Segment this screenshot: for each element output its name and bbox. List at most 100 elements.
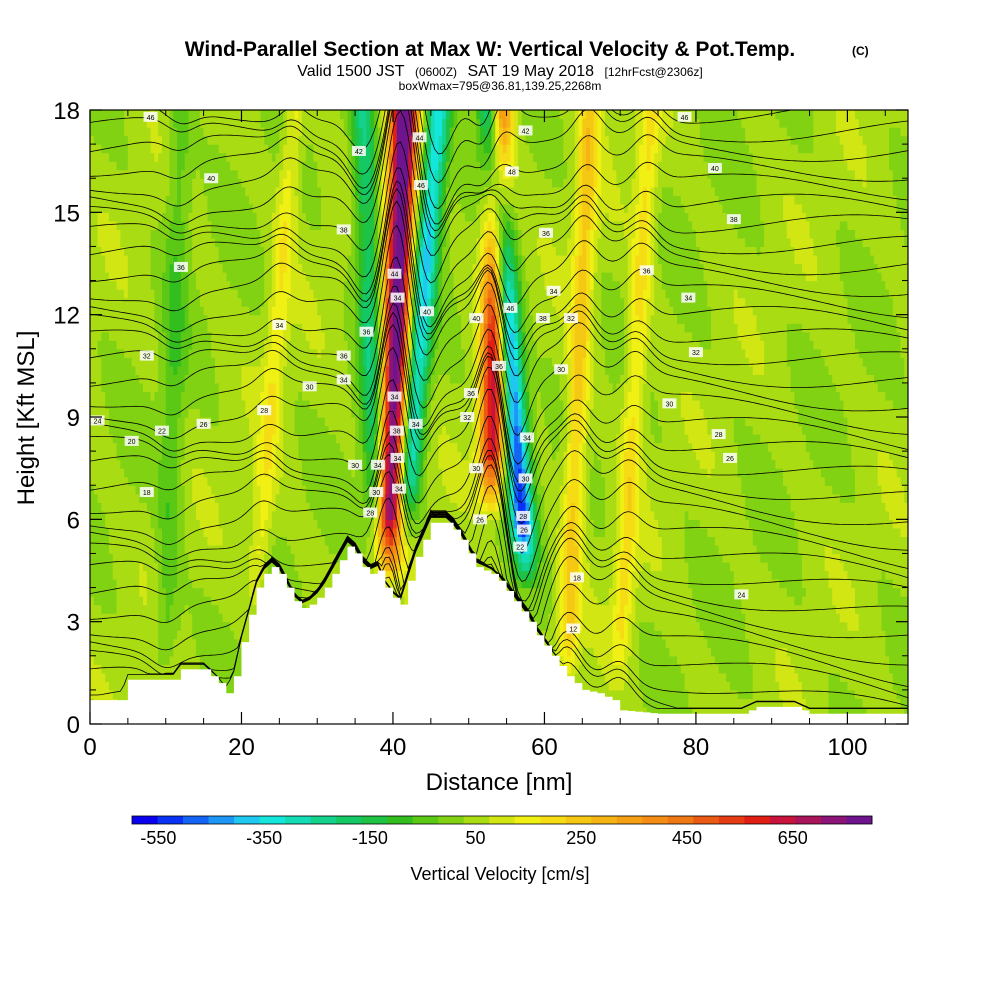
field-cell [722,630,727,640]
field-cell [798,570,803,580]
field-cell [684,570,689,580]
field-cell [112,621,118,631]
field-cell [146,664,152,674]
field-cell [790,536,795,546]
field-cell [764,604,769,614]
field-cell [271,536,277,546]
field-cell [116,638,121,648]
field-cell [112,672,118,682]
field-cell [741,638,746,648]
field-cell [589,587,595,597]
field-cell [809,536,814,546]
field-cell [302,561,307,572]
field-cell [680,647,686,657]
field-cell [756,553,761,563]
field-cell [654,638,659,648]
field-cell [775,579,780,589]
field-cell [328,536,333,546]
field-cell [230,570,235,580]
field-cell [574,561,580,572]
field-cell [389,544,394,555]
field-cell [184,527,190,537]
field-cell [881,613,886,623]
field-cell [892,570,898,580]
field-cell [536,630,542,640]
field-cell [343,527,349,537]
field-cell [658,681,663,691]
field-cell [733,655,739,665]
field-cell [578,647,583,657]
field-cell [499,553,504,563]
field-cell [904,570,908,580]
field-cell [756,664,761,674]
field-cell [112,544,118,555]
field-cell [877,630,883,640]
field-cell [718,536,724,546]
field-cell [873,621,879,631]
field-cell [650,544,655,555]
field-cell [605,579,610,589]
field-cell [249,536,254,546]
field-cell [203,579,208,589]
field-cell [885,706,890,717]
field-cell [748,689,754,700]
field-cell [593,561,599,572]
field-cell [839,587,845,597]
field-cell [260,561,265,572]
field-cell [635,698,640,708]
field-cell [192,647,197,657]
field-cell [730,664,735,674]
field-cell [817,681,822,691]
field-cell [760,621,765,631]
field-cell [567,604,572,614]
field-cell [642,638,648,648]
field-cell [832,613,837,623]
field-cell [718,698,724,708]
field-cell [93,621,99,631]
field-cell [764,681,769,691]
field-cell [752,655,758,665]
field-cell [771,596,777,606]
field-cell [567,664,572,674]
field-cell [665,587,671,597]
field-cell [889,536,894,546]
field-cell [783,689,788,700]
field-cell [858,698,864,708]
field-cell [832,527,837,537]
field-cell [597,579,602,589]
field-cell [794,664,799,674]
field-cell [745,544,750,555]
field-cell [870,579,875,589]
field-cell [487,527,493,537]
field-cell [108,527,114,537]
field-cell [623,596,629,606]
field-cell [896,681,902,691]
field-cell [207,587,212,597]
field-cell [570,647,576,657]
field-cell [661,536,667,546]
field-cell [870,689,875,700]
field-cell [733,706,739,717]
field-cell [226,587,231,597]
field-cell [578,664,583,674]
field-cell [824,698,830,708]
field-cell [154,613,159,623]
field-cell [574,630,580,640]
field-cell [578,613,583,623]
field-cell [658,689,663,700]
field-cell [328,579,333,589]
field-cell [608,689,614,700]
field-cell [646,561,652,572]
field-cell [828,681,833,691]
field-cell [639,587,644,597]
field-cell [555,561,561,572]
field-cell [866,596,871,606]
field-cell [203,664,208,674]
field-cell [222,544,227,555]
field-cell [529,587,534,597]
field-cell [809,647,814,657]
field-cell [218,536,224,546]
field-cell [676,638,682,648]
field-cell [790,544,795,555]
field-cell [241,553,246,563]
